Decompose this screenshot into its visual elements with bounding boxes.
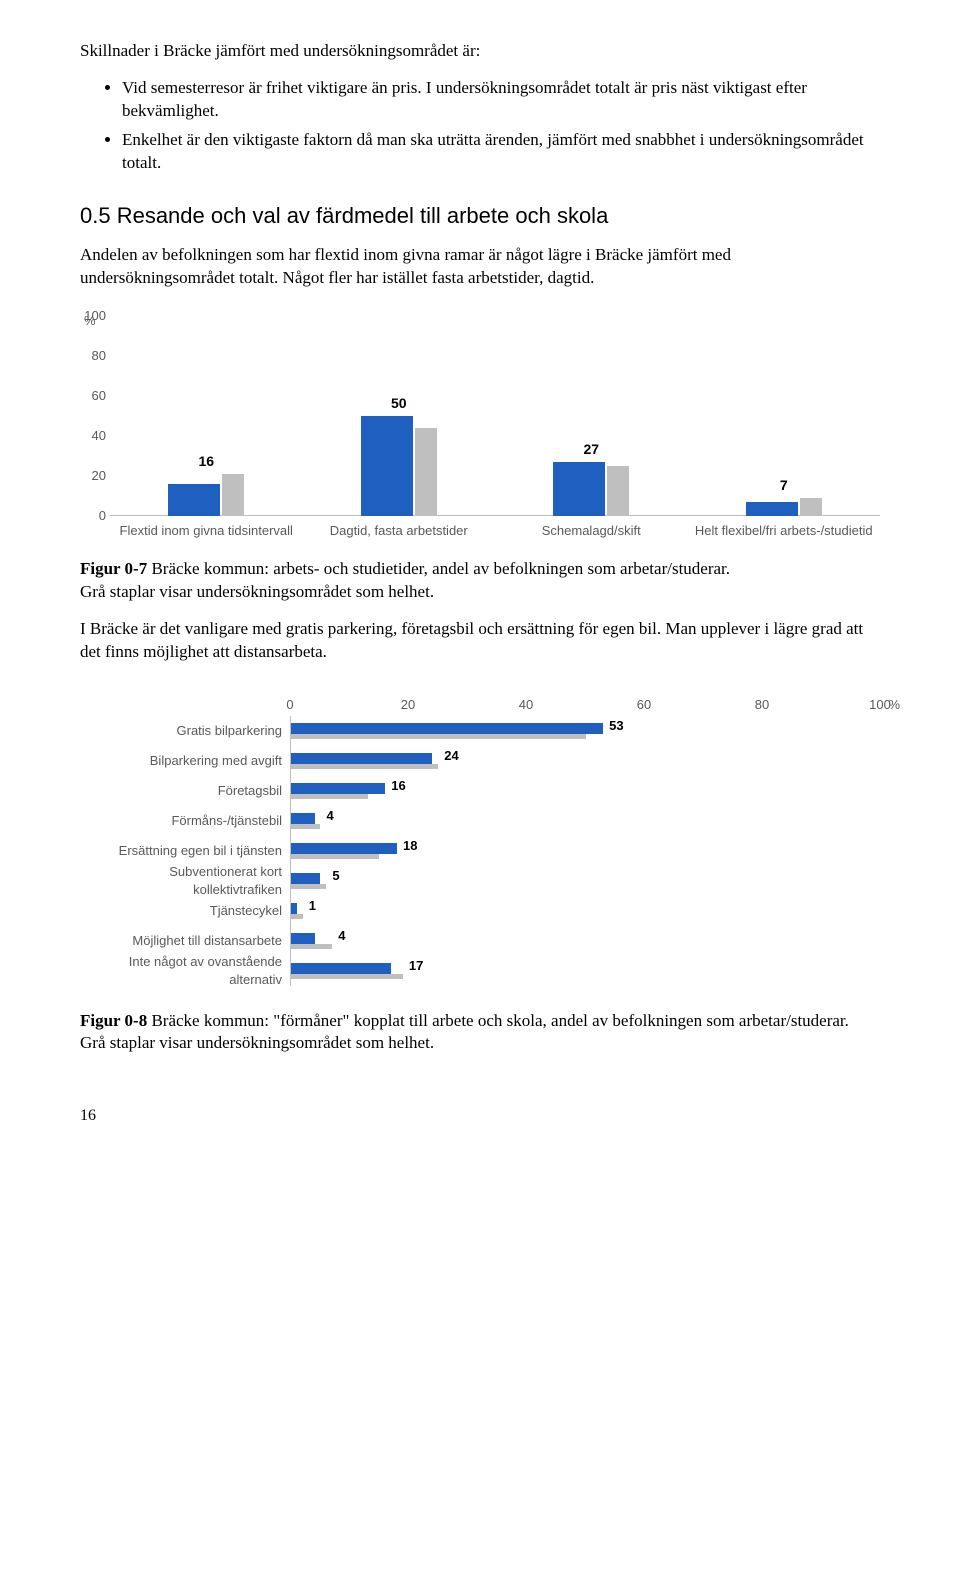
- bar-value-label: 27: [583, 440, 599, 458]
- bullet-list: Vid semesterresor är frihet viktigare än…: [80, 77, 880, 175]
- row-label: Tjänstecykel: [80, 902, 290, 920]
- bar-blue: [291, 933, 315, 944]
- bar-blue: [291, 903, 297, 914]
- bar-grey: [291, 944, 332, 949]
- bar-grey: [291, 974, 403, 979]
- x-label: Flextid inom givna tidsintervall: [114, 522, 299, 540]
- intro-text: Skillnader i Bräcke jämfört med undersök…: [80, 40, 880, 63]
- figure-number: Figur 0-8: [80, 1011, 147, 1030]
- bar-grey: [800, 498, 822, 516]
- bar-value-label: 18: [403, 837, 417, 855]
- caption-line2: Grå staplar visar undersökningsområdet s…: [80, 582, 434, 601]
- bar-value-label: 4: [326, 807, 333, 825]
- bar-blue: [291, 813, 315, 824]
- x-label: Schemalagd/skift: [499, 522, 684, 540]
- bar-value-label: 1: [309, 897, 316, 915]
- hbar-row: Möjlighet till distansarbete 4: [80, 926, 880, 956]
- bar-blue: [746, 502, 798, 516]
- x-tick: 80: [755, 696, 769, 714]
- x-tick: 20: [401, 696, 415, 714]
- bullet-item: Enkelhet är den viktigaste faktorn då ma…: [122, 129, 880, 175]
- bar-value-label: 17: [409, 957, 423, 975]
- bar-value-label: 53: [609, 717, 623, 735]
- x-tick: 60: [637, 696, 651, 714]
- bar-blue: [291, 753, 432, 764]
- bar-grey: [291, 914, 303, 919]
- bar-grey: [291, 884, 326, 889]
- row-label: Inte något av ovanstående alternativ: [80, 953, 290, 988]
- bar-blue: [291, 723, 603, 734]
- hbar-row: Företagsbil 16: [80, 776, 880, 806]
- figure-number: Figur 0-7: [80, 559, 147, 578]
- hbar-row: Förmåns-/tjänstebil 4: [80, 806, 880, 836]
- row-label: Förmåns-/tjänstebil: [80, 812, 290, 830]
- bar-grey: [415, 428, 437, 516]
- hbar-row: Gratis bilparkering 53: [80, 716, 880, 746]
- row-label: Subventionerat kort kollektivtrafiken: [80, 863, 290, 898]
- chart-worktimes: % 0204060801001650277 Flextid inom givna…: [80, 316, 880, 540]
- bar-grey: [222, 474, 244, 516]
- bar-blue: [291, 963, 391, 974]
- x-tick: 100: [869, 696, 891, 714]
- bar-blue: [291, 843, 397, 854]
- y-tick: 20: [84, 467, 106, 485]
- bar-group: 50: [306, 316, 491, 516]
- page-number: 16: [80, 1105, 880, 1127]
- figure-caption-1: Figur 0-7 Bräcke kommun: arbets- och stu…: [80, 558, 880, 604]
- x-label: Dagtid, fasta arbetstider: [306, 522, 491, 540]
- paragraph-2: I Bräcke är det vanligare med gratis par…: [80, 618, 880, 664]
- bar-value-label: 4: [338, 927, 345, 945]
- bar-value-label: 16: [198, 452, 214, 480]
- x-label: Helt flexibel/fri arbets-/studietid: [691, 522, 876, 540]
- hbar-row: Inte något av ovanstående alternativ 17: [80, 956, 880, 986]
- bar-grey: [291, 824, 320, 829]
- hbar-row: Subventionerat kort kollektivtrafiken 5: [80, 866, 880, 896]
- bar-group: 16: [114, 316, 299, 516]
- row-label: Gratis bilparkering: [80, 722, 290, 740]
- row-label: Ersättning egen bil i tjänsten: [80, 842, 290, 860]
- bar-blue: [291, 783, 385, 794]
- figure-caption-2: Figur 0-8 Bräcke kommun: "förmåner" kopp…: [80, 1010, 880, 1056]
- y-tick: 80: [84, 347, 106, 365]
- hbar-row: Bilparkering med avgift 24: [80, 746, 880, 776]
- section-heading: 0.5 Resande och val av färdmedel till ar…: [80, 201, 880, 231]
- bullet-item: Vid semesterresor är frihet viktigare än…: [122, 77, 880, 123]
- y-tick: 40: [84, 427, 106, 445]
- chart-benefits: % 020406080100 Gratis bilparkering53Bilp…: [80, 696, 880, 986]
- bar-grey: [291, 734, 586, 739]
- y-tick: 100: [84, 307, 106, 325]
- bar-blue: [361, 416, 413, 516]
- bar-value-label: 24: [444, 747, 458, 765]
- caption-line2: Grå staplar visar undersökningsområdet s…: [80, 1033, 434, 1052]
- bar-value-label: 7: [780, 476, 788, 498]
- bar-value-label: 5: [332, 867, 339, 885]
- row-label: Företagsbil: [80, 782, 290, 800]
- caption-text: Bräcke kommun: arbets- och studietider, …: [147, 559, 730, 578]
- bar-grey: [291, 794, 368, 799]
- bar-grey: [607, 466, 629, 516]
- bar-blue: [168, 484, 220, 516]
- bar-blue: [553, 462, 605, 516]
- bar-group: 27: [499, 316, 684, 516]
- paragraph-1: Andelen av befolkningen som har flextid …: [80, 244, 880, 290]
- bar-group: 7: [691, 316, 876, 516]
- bar-value-label: 16: [391, 777, 405, 795]
- bar-value-label: 50: [391, 394, 407, 412]
- y-tick: 60: [84, 387, 106, 405]
- bar-grey: [291, 854, 379, 859]
- caption-text: Bräcke kommun: "förmåner" kopplat till a…: [147, 1011, 849, 1030]
- hbar-row: Ersättning egen bil i tjänsten 18: [80, 836, 880, 866]
- row-label: Bilparkering med avgift: [80, 752, 290, 770]
- bar-grey: [291, 764, 438, 769]
- x-tick: 40: [519, 696, 533, 714]
- row-label: Möjlighet till distansarbete: [80, 932, 290, 950]
- y-tick: 0: [84, 507, 106, 525]
- hbar-row: Tjänstecykel 1: [80, 896, 880, 926]
- x-tick: 0: [286, 696, 293, 714]
- bar-blue: [291, 873, 320, 884]
